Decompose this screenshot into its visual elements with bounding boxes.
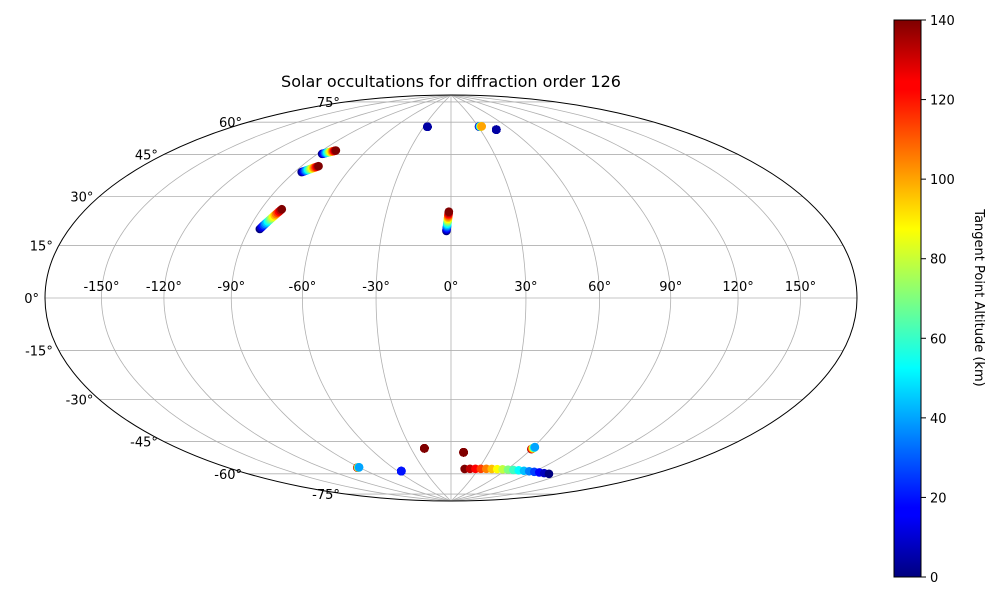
map-border xyxy=(44,94,858,502)
longitude-tick-label: -120° xyxy=(146,280,182,295)
colorbar-tick-label: 140 xyxy=(930,14,955,29)
latitude-tick-label: 15° xyxy=(30,239,53,254)
data-points xyxy=(255,122,554,479)
latitude-tick-label: 0° xyxy=(24,292,39,307)
longitude-tick-label: -90° xyxy=(217,280,245,295)
latitude-tick-label: 45° xyxy=(135,148,158,163)
longitude-tick-label: -60° xyxy=(289,280,317,295)
colorbar-tick-label: 100 xyxy=(930,173,955,188)
colorbar-ticks: 0 20 40 60 80 100 120 140 xyxy=(921,14,955,586)
latitude-tick-label: -60° xyxy=(214,468,242,483)
longitude-tick-label: 0° xyxy=(444,280,459,295)
colorbar-tick-label: 40 xyxy=(930,412,947,427)
colorbar-label: Tangent Point Altitude (km) xyxy=(971,208,986,386)
longitude-tick-label: -150° xyxy=(83,280,119,295)
data-point xyxy=(314,161,323,171)
data-point xyxy=(277,204,287,214)
colorbar xyxy=(893,19,922,578)
latitude-tick-label: 75° xyxy=(317,96,340,111)
latitude-tick-label: -45° xyxy=(130,436,158,451)
data-point xyxy=(423,122,432,132)
map-grid xyxy=(45,95,857,501)
longitude-tick-label: -30° xyxy=(362,280,390,295)
colorbar-tick-label: 80 xyxy=(930,253,947,268)
data-point xyxy=(420,444,429,453)
data-point xyxy=(354,462,364,472)
data-point xyxy=(397,466,406,476)
longitude-tick-label: 150° xyxy=(785,280,816,295)
longitude-tick-label: 120° xyxy=(722,280,753,295)
longitude-tick-label: 30° xyxy=(514,280,537,295)
latitude-tick-label: 60° xyxy=(219,116,242,131)
data-point xyxy=(331,146,341,155)
data-point xyxy=(544,469,554,479)
latitude-tick-label: -15° xyxy=(25,345,53,360)
latitude-ticks: 75° 60° 45° 30° 15° 0° -15° -30° -45° -60° -75° xyxy=(24,96,340,503)
data-point xyxy=(459,448,468,457)
data-point xyxy=(492,125,501,134)
colorbar-tick-label: 0 xyxy=(930,571,938,586)
longitude-ticks: -150° -120° -90° -60° -30° 0° 30° 60° 90° 120° 150… xyxy=(83,280,816,295)
longitude-tick-label: 60° xyxy=(588,280,611,295)
data-point xyxy=(444,207,454,216)
colorbar-tick-label: 120 xyxy=(930,94,955,109)
latitude-tick-label: -30° xyxy=(66,394,94,409)
colorbar-tick-label: 20 xyxy=(930,491,947,506)
colorbar-tick-label: 60 xyxy=(930,332,947,347)
latitude-tick-label: 30° xyxy=(70,191,93,206)
data-point xyxy=(530,442,540,452)
data-point xyxy=(477,122,486,131)
chart-title: Solar occultations for diffraction order… xyxy=(281,72,621,91)
latitude-tick-label: -75° xyxy=(312,488,340,503)
longitude-tick-label: 90° xyxy=(659,280,682,295)
